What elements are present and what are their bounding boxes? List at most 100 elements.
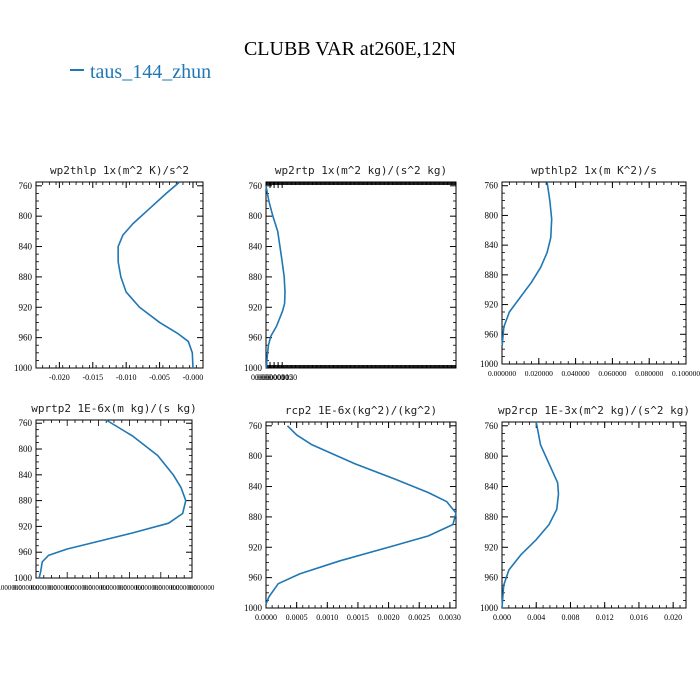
- y-tick-label: 960: [19, 333, 33, 343]
- y-tick-label: 920: [19, 302, 33, 312]
- x-tick-label: -0.020: [49, 373, 70, 382]
- x-tick-label: 0.060000: [598, 369, 626, 378]
- series-line: [501, 181, 553, 346]
- y-tick-label: 960: [249, 573, 263, 583]
- chart-panel: wp2rtp 1x(m^2 kg)/(s^2 kg) 760 800 840 880 92…: [244, 164, 457, 382]
- y-tick-label: 880: [19, 496, 33, 506]
- plot-frame: [265, 181, 457, 369]
- legend-label: taus_144_zhun: [90, 61, 211, 83]
- y-tick-label: 760: [249, 181, 263, 191]
- x-tick-label: 0.100000: [672, 369, 700, 378]
- x-tick-label: 0.004: [527, 613, 545, 622]
- x-tick-label: 0.020000: [525, 369, 553, 378]
- x-tick-label: 0.000015: [263, 373, 293, 382]
- y-tick-label: 840: [485, 240, 499, 250]
- y-tick-label: 920: [485, 300, 499, 310]
- y-tick-label: 1000: [480, 359, 499, 369]
- x-tick-label: -0.010: [116, 373, 137, 382]
- x-tick-label: 0.020: [664, 613, 682, 622]
- y-tick-label: 760: [249, 421, 263, 431]
- y-tick-label: 1000: [244, 603, 263, 613]
- x-tick-label: 0.000000: [48, 584, 75, 592]
- x-tick-label: 0.0010: [316, 613, 338, 622]
- x-tick-label: 0.000000: [251, 373, 281, 382]
- x-tick-label: 0.000000: [188, 584, 215, 592]
- x-tick-label: 0.000: [493, 613, 511, 622]
- x-tick-label: 0.008: [561, 613, 579, 622]
- y-tick-label: 800: [19, 444, 33, 454]
- y-tick-label: 960: [485, 573, 499, 583]
- y-tick-label: 920: [485, 542, 499, 552]
- x-tick-label: 0.0030: [439, 613, 461, 622]
- y-tick-label: 800: [19, 211, 33, 221]
- x-tick-label: 0.000000: [171, 584, 198, 592]
- x-tick-label: 0.016: [630, 613, 648, 622]
- y-tick-label: 800: [485, 210, 499, 220]
- y-tick-label: 880: [485, 270, 499, 280]
- x-tick-label: 0.000000: [136, 584, 163, 592]
- chart-title: rcp2 1E-6x(kg^2)/(kg^2): [285, 404, 437, 417]
- chart-panel: wp2rcp 1E-3x(m^2 kg)/(s^2 kg) 760 800 840 88…: [480, 404, 690, 622]
- chart-title: wprtp2 1E-6x(m kg)/(s kg): [31, 402, 197, 415]
- x-tick-label: 0.000000: [13, 584, 40, 592]
- x-tick-label: 0.040000: [562, 369, 590, 378]
- chart-title: wpthlp2 1x(m K^2)/s: [531, 164, 657, 177]
- plot-frame: [265, 421, 457, 609]
- y-tick-label: 760: [19, 418, 33, 428]
- y-tick-label: 1000: [14, 573, 33, 583]
- x-tick-label: 0.000005: [255, 373, 285, 382]
- x-tick-label: -0.005: [149, 373, 170, 382]
- x-tick-label: 0.0000: [255, 613, 277, 622]
- chart-panel: rcp2 1E-6x(kg^2)/(kg^2) 760 800 840 880 920 96…: [244, 404, 461, 622]
- y-tick-label: 800: [485, 451, 499, 461]
- y-tick-label: 960: [485, 329, 499, 339]
- x-tick-label: 0.000000: [101, 584, 128, 592]
- x-tick-label: 0.000000: [66, 584, 93, 592]
- y-tick-label: 760: [485, 181, 499, 191]
- y-tick-label: 1000: [480, 603, 499, 613]
- chart-title: wp2rtp 1x(m^2 kg)/(s^2 kg): [275, 164, 447, 177]
- series-line: [501, 421, 560, 609]
- x-tick-label: 0.000000: [153, 584, 180, 592]
- y-tick-label: 960: [249, 333, 263, 343]
- series-line: [117, 181, 194, 369]
- series-line: [38, 419, 187, 579]
- y-tick-label: 840: [19, 242, 33, 252]
- y-tick-label: 840: [249, 482, 263, 492]
- x-tick-label: 0.080000: [635, 369, 663, 378]
- x-tick-label: 0.0015: [347, 613, 369, 622]
- chart-panel: wpthlp2 1x(m K^2)/s 760 800 840 880 920 960 100…: [480, 164, 700, 378]
- x-tick-label: 0.000000: [83, 584, 110, 592]
- x-tick-label: 0.000010: [259, 373, 289, 382]
- y-tick-label: 840: [249, 242, 263, 252]
- chart-title: wp2thlp 1x(m^2 K)/s^2: [50, 164, 189, 177]
- plot-frame: [35, 181, 204, 369]
- panels-grid: wp2thlp 1x(m^2 K)/s^2 760 800 840 880 920 960 1…: [0, 164, 700, 622]
- x-tick-label: 0.000000: [488, 369, 516, 378]
- x-tick-label: 0.012: [596, 613, 614, 622]
- x-tick-label: 0.000000: [31, 584, 58, 592]
- y-tick-label: 880: [485, 512, 499, 522]
- x-tick-label: 0.000020: [267, 373, 297, 382]
- x-tick-label: 0.0005: [286, 613, 308, 622]
- chart-panel: wp2thlp 1x(m^2 K)/s^2 760 800 840 880 920 960 1…: [14, 164, 204, 382]
- plot-frame: [35, 419, 193, 579]
- y-tick-label: 1000: [244, 363, 263, 373]
- series-line: [265, 185, 286, 369]
- x-tick-label: 0.0025: [408, 613, 430, 622]
- y-tick-label: 760: [485, 421, 499, 431]
- figure-title: CLUBB VAR at260E,12N: [244, 38, 456, 60]
- y-tick-label: 840: [485, 482, 499, 492]
- y-tick-label: 1000: [14, 363, 33, 373]
- y-tick-label: 800: [249, 211, 263, 221]
- y-tick-label: 880: [19, 272, 33, 282]
- x-tick-label: 0.0020: [378, 613, 400, 622]
- y-tick-label: 960: [19, 547, 33, 557]
- y-tick-label: 880: [249, 512, 263, 522]
- y-tick-label: 840: [19, 470, 33, 480]
- chart-panel: wprtp2 1E-6x(m kg)/(s kg) 760 800 840 880 920…: [0, 402, 215, 592]
- series-line: [265, 425, 457, 605]
- figure-legend: taus_144_zhun: [70, 61, 211, 83]
- y-tick-label: 760: [19, 181, 33, 191]
